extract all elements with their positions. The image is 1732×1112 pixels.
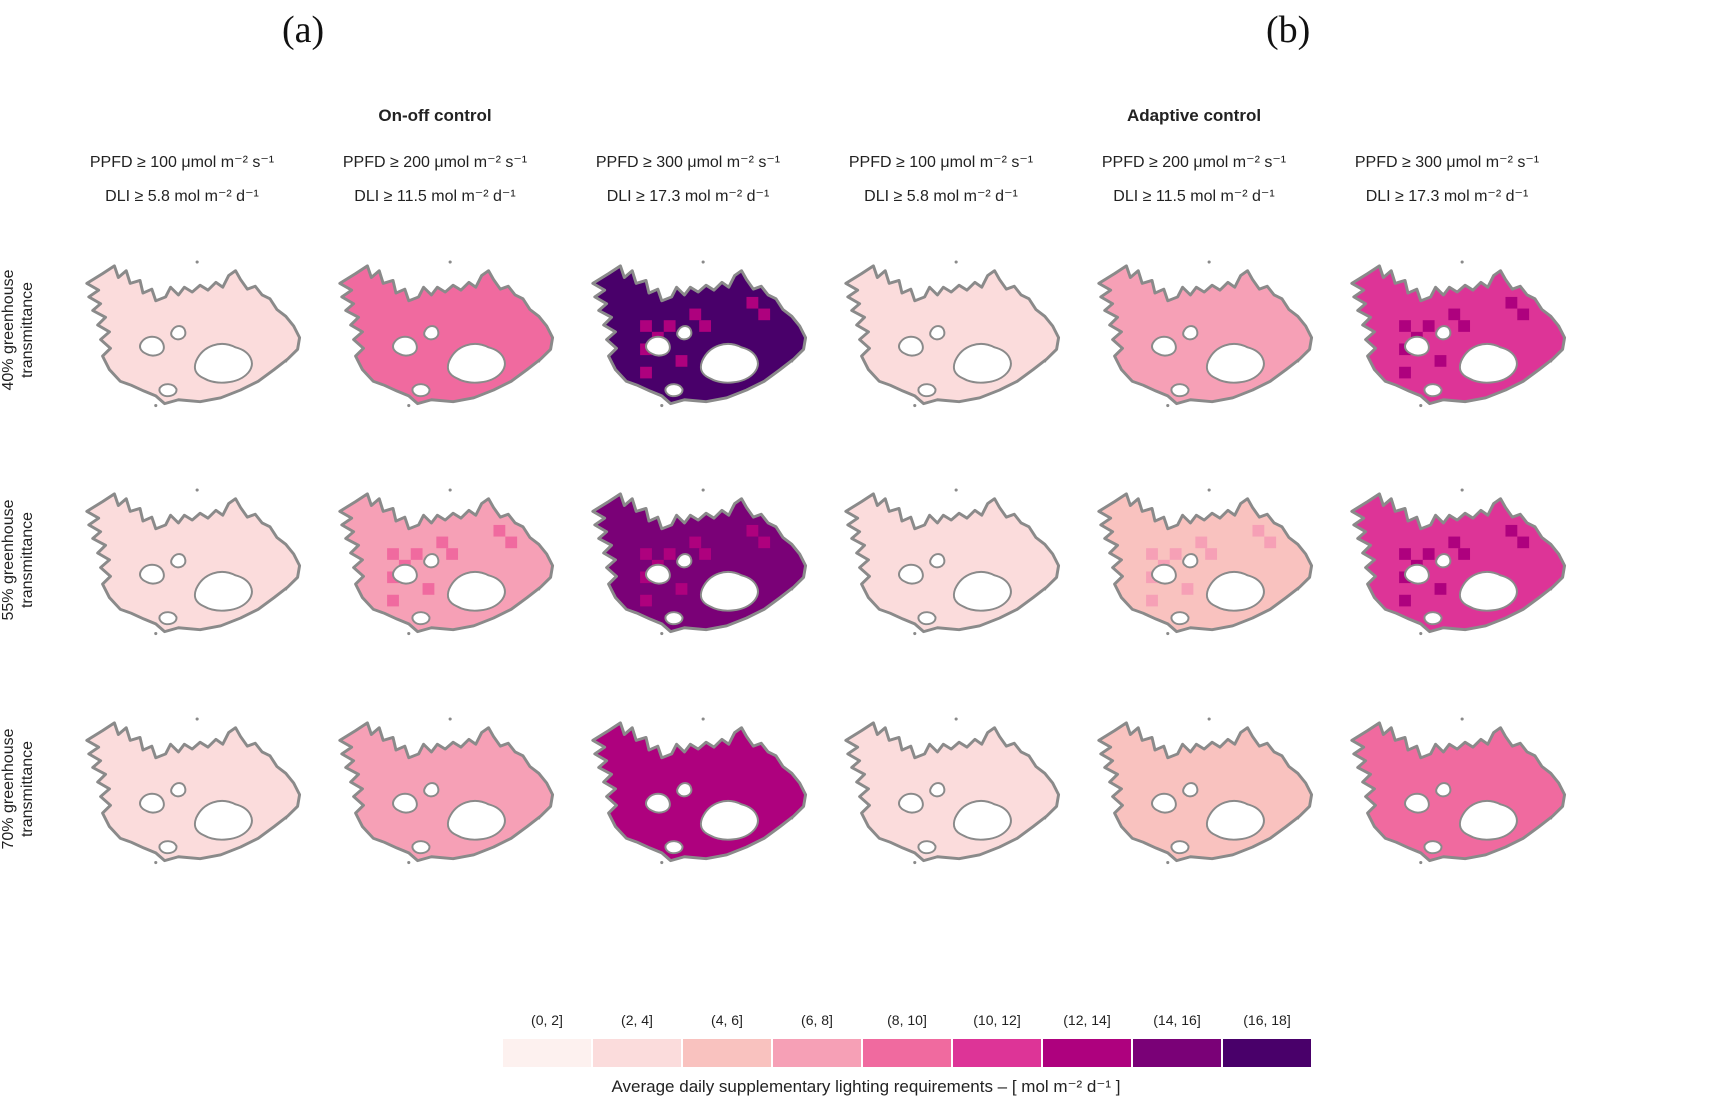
legend-swatch [683, 1039, 771, 1067]
iceland-map [591, 717, 808, 865]
legend-bin-label: (0, 2] [531, 1012, 563, 1028]
map-outline [1097, 492, 1314, 634]
dli-label: DLI ≥ 17.3 mol m⁻² d⁻¹ [606, 188, 770, 205]
map-outline [85, 721, 302, 863]
map-outline [1350, 721, 1567, 863]
iceland-map [338, 260, 555, 408]
iceland-map [844, 717, 1061, 865]
legend-swatch [1043, 1039, 1131, 1067]
column-header: PPFD ≥ 100 μmol m⁻² s⁻¹ DLI ≥ 5.8 mol m⁻… [801, 146, 1081, 214]
map-fill [1098, 722, 1312, 861]
column-header: PPFD ≥ 200 μmol m⁻² s⁻¹ DLI ≥ 11.5 mol m… [1054, 146, 1334, 214]
legend-bin-label: (10, 12] [973, 1012, 1020, 1028]
map-outline [338, 264, 555, 406]
legend-swatch [1223, 1039, 1311, 1067]
map-outline [85, 492, 302, 634]
legend-swatch [1133, 1039, 1221, 1067]
map-outline [338, 492, 555, 634]
dli-label: DLI ≥ 17.3 mol m⁻² d⁻¹ [1365, 188, 1529, 205]
panel-letter-b: (b) [1266, 9, 1311, 51]
map-fill [1351, 265, 1565, 404]
iceland-map [1097, 488, 1314, 636]
map-outline [844, 264, 1061, 406]
iceland-map [1097, 717, 1314, 865]
iceland-map [338, 717, 555, 865]
panel-letter-a: (a) [282, 9, 325, 51]
legend-swatch [503, 1039, 591, 1067]
map-fill [1351, 722, 1565, 861]
dli-label: DLI ≥ 11.5 mol m⁻² d⁻¹ [354, 188, 516, 205]
map-outline [1097, 721, 1314, 863]
legend: (0, 2] (2, 4] (4, 6] (6, 8] (8, 10] (10, 12] (… [503, 1012, 1311, 1067]
column-header: PPFD ≥ 200 μmol m⁻² s⁻¹ DLI ≥ 11.5 mol m… [295, 146, 575, 214]
map-outline [338, 721, 555, 863]
legend-bin-label: (2, 4] [621, 1012, 653, 1028]
iceland-map [844, 488, 1061, 636]
map-outline [85, 264, 302, 406]
ppfd-label: PPFD ≥ 300 μmol m⁻² s⁻¹ [595, 154, 781, 171]
map-outline [1097, 264, 1314, 406]
map-fill [339, 722, 553, 861]
map-outline [591, 721, 808, 863]
ppfd-label: PPFD ≥ 200 μmol m⁻² s⁻¹ [342, 154, 528, 171]
map-fill [1351, 493, 1565, 632]
map-outline [1350, 264, 1567, 406]
map-fill [86, 493, 300, 632]
map-outline [844, 492, 1061, 634]
group-title-adaptive: Adaptive control [1126, 106, 1262, 125]
legend-bin-label: (16, 18] [1243, 1012, 1290, 1028]
map-fill [86, 265, 300, 404]
legend-swatch [953, 1039, 1041, 1067]
legend-bin-label: (14, 16] [1153, 1012, 1200, 1028]
iceland-map [591, 260, 808, 408]
legend-bin-label: (8, 10] [887, 1012, 927, 1028]
iceland-map [1097, 260, 1314, 408]
legend-swatch [593, 1039, 681, 1067]
dli-label: DLI ≥ 5.8 mol m⁻² d⁻¹ [864, 188, 1018, 205]
iceland-map [1350, 260, 1567, 408]
map-fill [845, 722, 1059, 861]
map-fill [339, 265, 553, 404]
iceland-map [1350, 717, 1567, 865]
legend-swatch [863, 1039, 951, 1067]
map-fill [1098, 265, 1312, 404]
iceland-map [85, 488, 302, 636]
map-outline [844, 721, 1061, 863]
map-fill [86, 722, 300, 861]
iceland-map [85, 260, 302, 408]
dli-label: DLI ≥ 5.8 mol m⁻² d⁻¹ [105, 188, 259, 205]
map-fill [592, 493, 806, 632]
iceland-map [844, 260, 1061, 408]
map-fill [845, 265, 1059, 404]
map-outline [1350, 492, 1567, 634]
column-header: PPFD ≥ 300 μmol m⁻² s⁻¹ DLI ≥ 17.3 mol m… [1307, 146, 1587, 214]
iceland-map [1350, 488, 1567, 636]
map-outline [591, 492, 808, 634]
legend-title: Average daily supplementary lighting req… [611, 1077, 1121, 1096]
group-title-onoff: On-off control [378, 106, 492, 125]
column-header: PPFD ≥ 300 μmol m⁻² s⁻¹ DLI ≥ 17.3 mol m… [548, 146, 828, 214]
iceland-map [591, 488, 808, 636]
ppfd-label: PPFD ≥ 100 μmol m⁻² s⁻¹ [848, 154, 1034, 171]
map-fill [1098, 493, 1312, 632]
map-fill [845, 493, 1059, 632]
map-fill [339, 493, 553, 632]
legend-bin-label: (12, 14] [1063, 1012, 1110, 1028]
ppfd-label: PPFD ≥ 100 μmol m⁻² s⁻¹ [89, 154, 275, 171]
iceland-map [85, 717, 302, 865]
map-outline [591, 264, 808, 406]
legend-swatch [773, 1039, 861, 1067]
map-fill [592, 722, 806, 861]
legend-bin-label: (6, 8] [801, 1012, 833, 1028]
ppfd-label: PPFD ≥ 300 μmol m⁻² s⁻¹ [1354, 154, 1540, 171]
dli-label: DLI ≥ 11.5 mol m⁻² d⁻¹ [1113, 188, 1275, 205]
ppfd-label: PPFD ≥ 200 μmol m⁻² s⁻¹ [1101, 154, 1287, 171]
legend-bin-label: (4, 6] [711, 1012, 743, 1028]
iceland-map [338, 488, 555, 636]
column-header: PPFD ≥ 100 μmol m⁻² s⁻¹ DLI ≥ 5.8 mol m⁻… [42, 146, 322, 214]
map-fill [592, 265, 806, 404]
